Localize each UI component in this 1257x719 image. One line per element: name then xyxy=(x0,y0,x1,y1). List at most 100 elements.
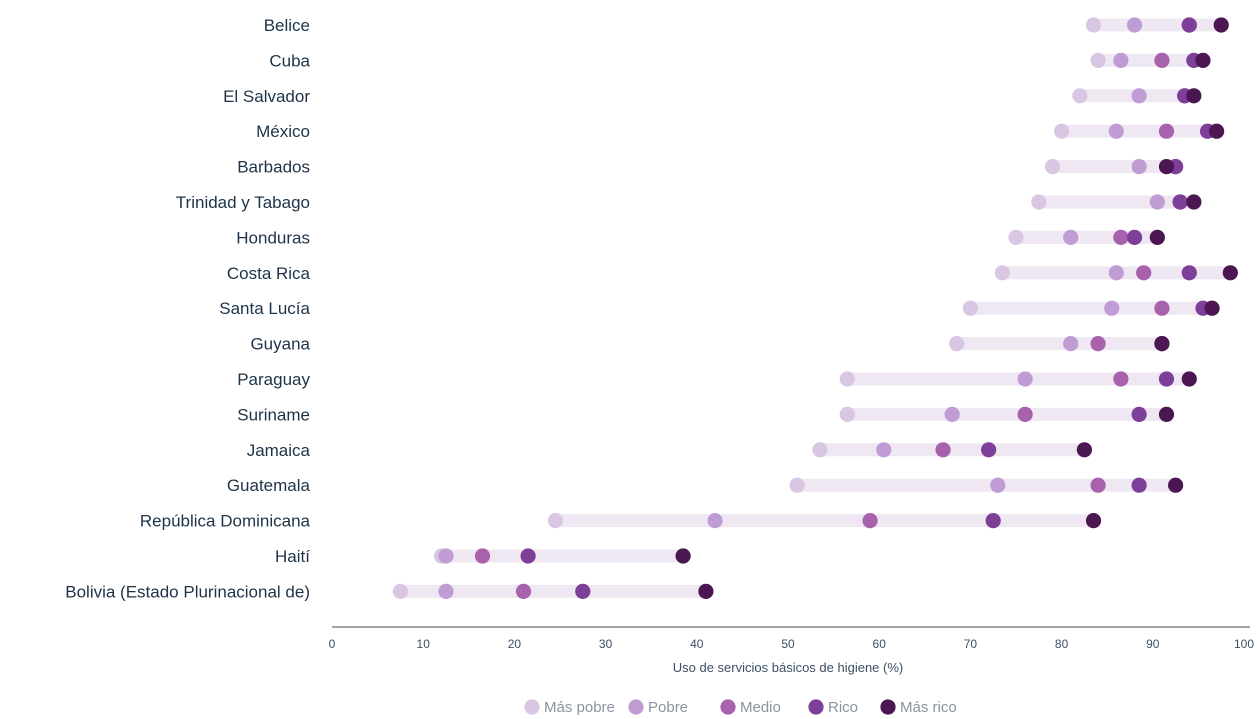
data-point xyxy=(994,265,1010,281)
range-bar xyxy=(847,407,1167,421)
data-point xyxy=(812,442,828,458)
range-bar xyxy=(1061,124,1217,138)
data-point xyxy=(1108,123,1124,139)
range-bar xyxy=(441,549,684,563)
range-bar xyxy=(956,337,1162,351)
data-point xyxy=(1104,300,1120,316)
legend-swatch xyxy=(720,699,736,715)
data-point xyxy=(1131,88,1147,104)
data-point xyxy=(1168,477,1184,493)
country-labels: Belice Cuba El Salvador México Barbados Trini… xyxy=(65,16,310,601)
data-point xyxy=(1113,52,1129,68)
data-point xyxy=(1149,194,1165,210)
data-point xyxy=(1195,52,1211,68)
category-label: México xyxy=(256,122,310,141)
data-point xyxy=(1017,406,1033,422)
category-label: El Salvador xyxy=(223,87,310,106)
data-point xyxy=(520,548,536,564)
data-point xyxy=(1154,300,1170,316)
data-point xyxy=(1044,159,1061,175)
range-bar xyxy=(1093,18,1222,32)
category-label: Paraguay xyxy=(237,370,310,389)
data-point xyxy=(1031,194,1047,210)
legend-swatch xyxy=(808,699,824,715)
data-point xyxy=(1072,88,1088,104)
data-point xyxy=(547,513,564,529)
data-point xyxy=(515,583,532,600)
data-point xyxy=(438,583,454,600)
data-point xyxy=(990,477,1006,493)
data-point xyxy=(839,371,855,387)
data-point xyxy=(1131,159,1147,175)
legend-label: Más rico xyxy=(900,699,957,716)
range-bar xyxy=(819,443,1085,457)
data-point xyxy=(1186,194,1202,210)
data-point xyxy=(1136,265,1152,281)
category-label: Trinidad y Tabago xyxy=(176,193,310,212)
data-point xyxy=(474,548,491,564)
legend-label: Más pobre xyxy=(544,699,615,716)
data-point xyxy=(1126,229,1143,245)
x-axis-title: Uso de servicios básicos de higiene (%) xyxy=(673,660,904,675)
range-bar xyxy=(970,301,1213,315)
data-point xyxy=(935,442,951,458)
range-bar xyxy=(400,584,706,598)
data-point xyxy=(1063,336,1079,352)
data-point xyxy=(1017,371,1033,387)
data-point xyxy=(1126,17,1143,33)
legend-label: Rico xyxy=(828,699,858,716)
category-label: Haití xyxy=(275,547,310,566)
data-point xyxy=(1149,229,1165,245)
data-point xyxy=(962,300,979,316)
category-label: Honduras xyxy=(236,228,310,247)
data-point xyxy=(675,548,691,564)
data-point xyxy=(862,513,878,529)
x-tick-label: 60 xyxy=(873,637,887,651)
x-axis-ticks: 0 10 20 30 40 50 60 70 80 90 100 xyxy=(329,637,1255,651)
legend-swatch xyxy=(880,699,896,715)
legend-item: Medio xyxy=(720,699,781,716)
x-tick-label: 90 xyxy=(1146,637,1160,651)
data-point xyxy=(944,406,960,422)
category-label: Jamaica xyxy=(247,441,311,460)
category-label: Bolivia (Estado Plurinacional de) xyxy=(65,582,310,601)
data-point xyxy=(1113,229,1129,245)
data-point xyxy=(1108,265,1124,281)
category-label: Guyana xyxy=(250,335,310,354)
legend-label: Pobre xyxy=(648,699,688,716)
legend-item: Rico xyxy=(808,699,858,716)
data-point xyxy=(1186,88,1202,104)
data-point xyxy=(949,336,965,352)
category-label: Belice xyxy=(264,16,310,35)
x-tick-label: 10 xyxy=(417,637,431,651)
legend-item: Más pobre xyxy=(524,699,615,716)
data-point xyxy=(1209,123,1225,139)
legend-swatch xyxy=(524,699,540,715)
data-point xyxy=(1158,159,1175,175)
x-tick-label: 80 xyxy=(1055,637,1069,651)
data-point xyxy=(876,442,892,458)
data-point xyxy=(1131,406,1147,422)
range-bar xyxy=(555,514,1094,528)
category-label: Guatemala xyxy=(227,476,311,495)
data-point xyxy=(1090,52,1106,68)
legend-item: Pobre xyxy=(628,699,688,716)
x-tick-label: 0 xyxy=(329,637,336,651)
data-point xyxy=(1181,17,1197,33)
data-point xyxy=(1158,371,1175,387)
data-point xyxy=(1008,229,1024,245)
x-tick-label: 40 xyxy=(690,637,704,651)
category-label: Santa Lucía xyxy=(219,299,310,318)
range-bar xyxy=(1038,195,1194,209)
data-point xyxy=(1213,17,1229,33)
x-tick-label: 20 xyxy=(508,637,522,651)
category-label: República Dominicana xyxy=(140,512,311,531)
data-point xyxy=(1172,194,1188,210)
x-tick-label: 30 xyxy=(599,637,613,651)
legend: Más pobre Pobre Medio Rico Más rico xyxy=(524,699,957,716)
data-point xyxy=(981,442,997,458)
data-point xyxy=(1222,265,1238,281)
data-point xyxy=(1085,513,1102,529)
